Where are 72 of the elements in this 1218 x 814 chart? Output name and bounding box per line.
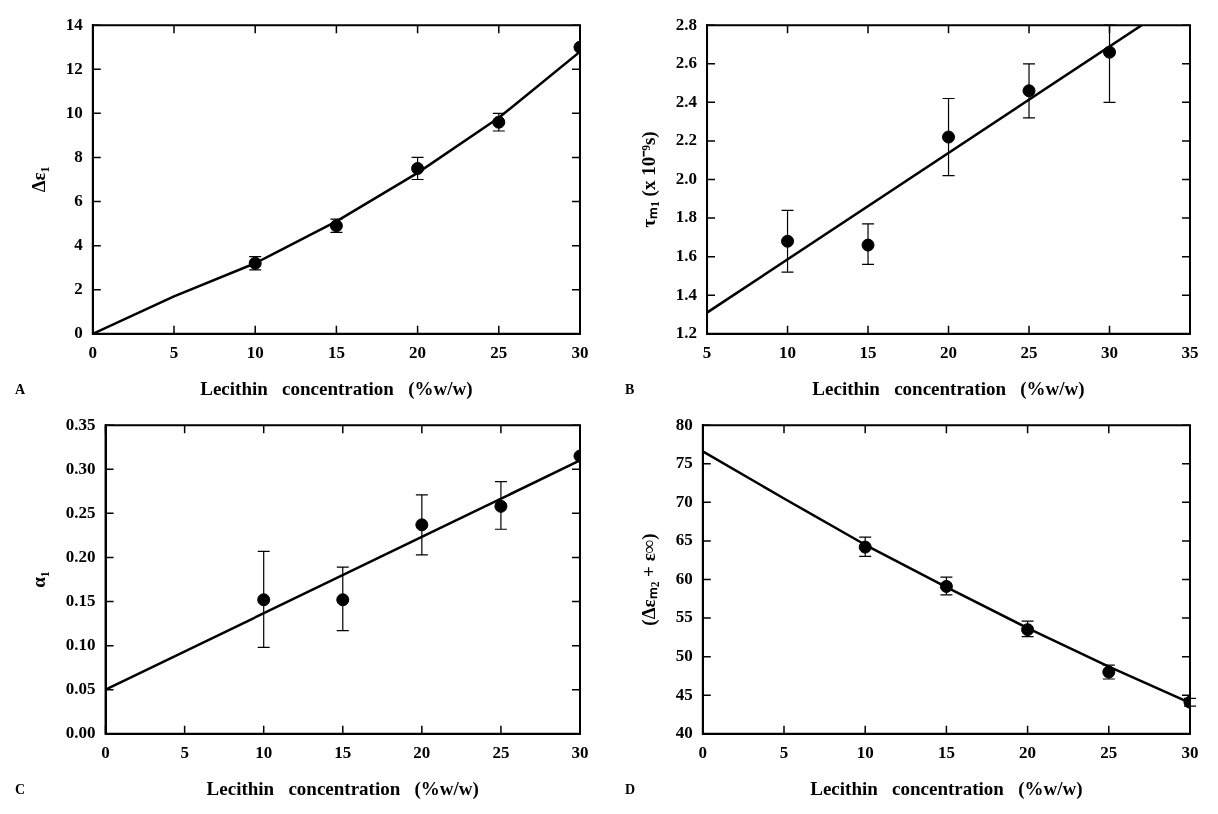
x-tick-label: 10 [779,343,797,363]
text: B [625,381,635,397]
y-tick-label: 0.20 [65,546,96,566]
y-tick-label: 10 [65,102,83,122]
y-tick-label: 2.4 [675,91,698,111]
y-tick-label: 70 [675,491,693,511]
x-tick-label: 5 [180,743,189,763]
y-tick-label: 40 [675,723,693,743]
x-tick-label: 0 [101,743,110,763]
y-tick-label: 4 [74,235,84,255]
y-tick-label: 65 [675,530,693,550]
x-tick-label: 15 [937,743,955,763]
y-tick-label: 1.8 [675,207,698,227]
x-tick-label: 5 [779,743,789,763]
y-tick-label: 8 [74,146,83,166]
x-tick-label: 10 [246,343,264,363]
text: A [15,381,26,397]
y-tick-label: 1.6 [675,246,698,266]
y-tick-label: 1.4 [675,284,698,304]
y-tick-label: 12 [65,58,83,78]
y-tick-label: 0.15 [65,590,96,610]
x-axis-title: Lecithin concentration (%w/w) [200,377,473,400]
x-tick-label: 5 [169,343,179,363]
x-tick-label: 15 [859,343,877,363]
y-tick-label: 14 [65,14,84,34]
x-tick-label: 25 [1020,343,1038,363]
x-tick-label: 30 [571,743,589,763]
y-tick-label: 80 [675,414,693,434]
x-tick-label: 10 [856,743,874,763]
x-tick-label: 20 [940,343,958,363]
y-tick-label: 2.0 [675,168,698,188]
x-tick-label: 35 [1181,343,1199,363]
x-tick-label: 15 [334,743,352,763]
y-tick-label: 0.05 [65,679,96,699]
x-tick-label: 25 [490,343,508,363]
x-tick-label: 30 [571,343,589,363]
x-tick-label: 25 [1100,743,1118,763]
x-tick-label: 20 [413,743,431,763]
y-tick-label: 0.10 [65,635,96,655]
x-tick-label: 10 [255,743,273,763]
y-tick-label: 60 [675,568,693,588]
y-tick-label: 0.25 [65,502,96,522]
x-tick-label: 15 [327,343,345,363]
y-axis-title: Δε₁ [28,166,50,193]
y-tick-label: 6 [74,190,83,210]
y-tick-label: 50 [675,646,693,666]
y-tick-label: 2 [74,279,83,299]
x-axis-title: Lecithin concentration (%w/w) [206,777,479,800]
y-tick-label: 2.2 [675,130,698,150]
y-axis-title: α₁ [28,571,50,588]
y-tick-label: 1.2 [675,323,698,343]
y-axis-title: τₘ₁ (x 10⁻⁹s) [638,131,661,228]
text: D [625,781,636,797]
y-tick-label: 0.00 [65,723,96,743]
y-tick-label: 45 [675,684,693,704]
y-tick-label: 2.6 [675,53,698,73]
x-tick-label: 25 [492,743,510,763]
y-tick-label: 55 [675,607,693,627]
y-tick-label: 0.35 [65,414,96,434]
x-tick-label: 20 [409,343,427,363]
x-tick-label: 20 [1019,743,1037,763]
x-tick-label: 5 [702,343,712,363]
x-tick-label: 30 [1101,343,1119,363]
y-tick-label: 75 [675,453,693,473]
y-tick-label: 2.8 [675,14,698,34]
x-tick-label: 30 [1181,743,1199,763]
x-axis-title: Lecithin concentration (%w/w) [810,777,1083,800]
x-axis-title: Lecithin concentration (%w/w) [812,377,1085,400]
y-tick-label: 0.30 [65,458,96,478]
text: C [15,781,26,797]
y-tick-label: 0 [74,323,83,343]
y-axis-title: (Δεₘ₂ + ε∞) [638,533,661,626]
